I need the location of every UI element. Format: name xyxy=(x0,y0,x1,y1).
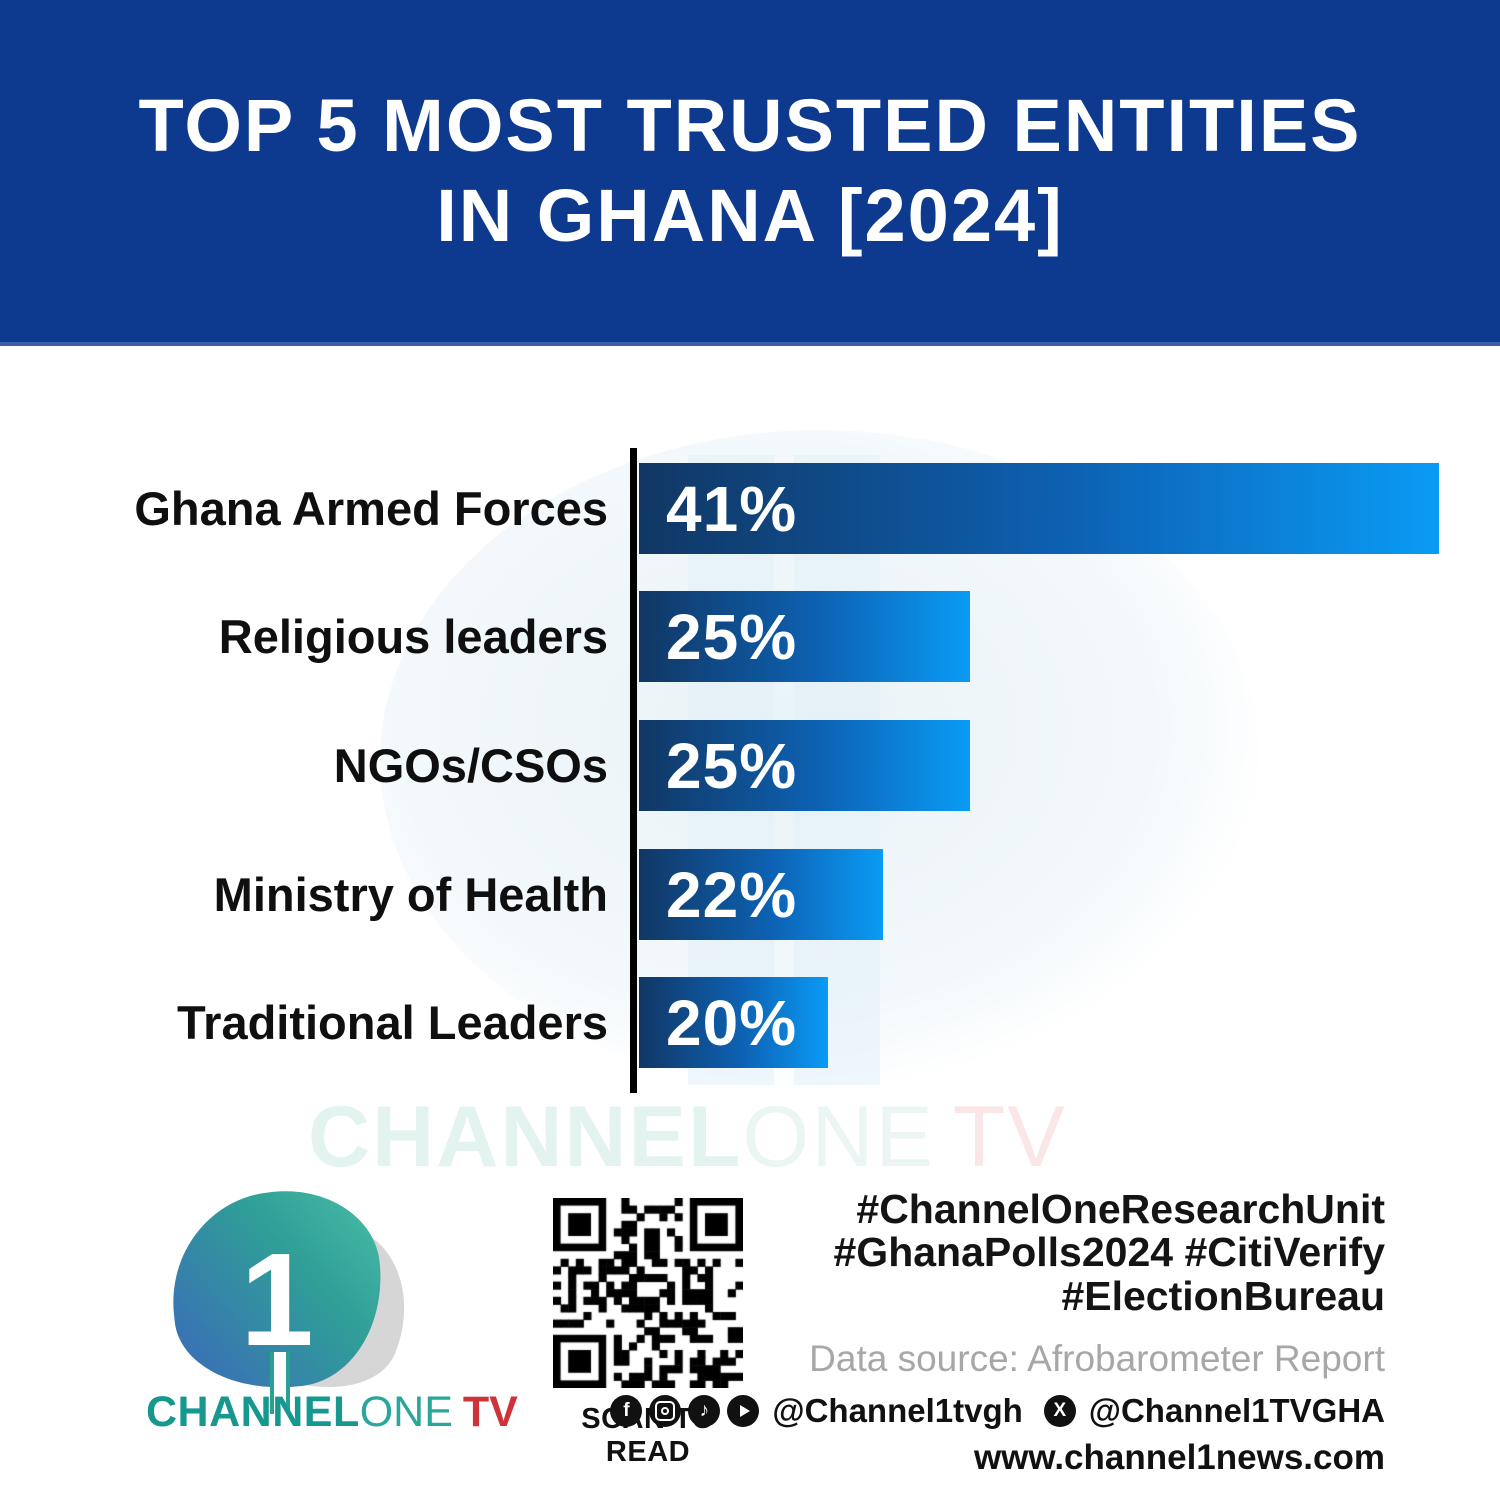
category-label: Ministry of Health xyxy=(213,868,608,921)
logo-wordmark: CHANNELONE TV xyxy=(146,1388,518,1437)
footer-right-column: #ChannelOneResearchUnit #GhanaPolls2024 … xyxy=(610,1186,1386,1478)
tiktok-icon: ♪ xyxy=(688,1395,721,1428)
watermark-brand-text: CHANNELONE TV xyxy=(308,1088,1067,1187)
hashtag-line: #GhanaPolls2024 #CitiVerify xyxy=(833,1229,1386,1276)
bar-ministry-of-health: 22% xyxy=(639,849,883,940)
qr-block: SCAN TO READ xyxy=(553,1198,743,1469)
chart-row: Ministry of Health 22% xyxy=(0,849,1500,940)
website-url: www.channel1news.com xyxy=(973,1438,1385,1478)
hashtag-line: #ElectionBureau xyxy=(1061,1272,1385,1319)
social-handle-x: @Channel1TVGHA xyxy=(1088,1392,1385,1430)
category-label: NGOs/CSOs xyxy=(333,739,608,792)
logo-one-stem xyxy=(270,1352,290,1414)
page-title: TOP 5 MOST TRUSTED ENTITIES IN GHANA [20… xyxy=(138,81,1361,262)
channel-one-logo: 1 CHANNELONE TV xyxy=(146,1181,518,1452)
hashtag-line: #ChannelOneResearchUnit xyxy=(856,1186,1385,1232)
wordmark-channel: CHANNEL xyxy=(146,1388,360,1436)
watermark-channel: CHANNEL xyxy=(308,1089,743,1185)
social-row: f ♪ @Channel1tvgh X @Channel1TVGHA xyxy=(610,1392,1385,1430)
social-handle-main: @Channel1tvgh xyxy=(772,1392,1023,1430)
chart-axis xyxy=(630,448,637,1093)
bar-value-label: 25% xyxy=(666,729,798,802)
bar-traditional-leaders: 20% xyxy=(639,977,828,1068)
wordmark-tv: TV xyxy=(462,1388,518,1436)
hashtags-block: #ChannelOneResearchUnit #GhanaPolls2024 … xyxy=(610,1186,1386,1319)
bar-ghana-armed-forces: 41% xyxy=(639,463,1439,554)
qr-code xyxy=(553,1198,743,1388)
bar-ngos-csos: 25% xyxy=(639,720,970,811)
bar-value-label: 20% xyxy=(666,986,798,1059)
category-label: Traditional Leaders xyxy=(177,996,608,1049)
bar-value-label: 41% xyxy=(666,472,798,545)
chart-row: Ghana Armed Forces 41% xyxy=(0,463,1500,554)
title-line-1: TOP 5 MOST TRUSTED ENTITIES xyxy=(138,83,1362,167)
category-label: Ghana Armed Forces xyxy=(134,482,608,535)
chart-row: Traditional Leaders 20% xyxy=(0,977,1500,1068)
chart-row: Religious leaders 25% xyxy=(0,591,1500,682)
chart-row: NGOs/CSOs 25% xyxy=(0,720,1500,811)
x-icon: X xyxy=(1043,1395,1076,1428)
wordmark-one: ONE xyxy=(359,1388,453,1436)
bar-value-label: 22% xyxy=(666,858,798,931)
bar-value-label: 25% xyxy=(666,600,798,673)
logo-one-glyph: 1 xyxy=(240,1226,314,1373)
youtube-icon xyxy=(727,1395,760,1428)
watermark-one: ONE xyxy=(742,1089,935,1185)
data-source-note: Data source: Afrobarometer Report xyxy=(809,1338,1385,1380)
bar-religious-leaders: 25% xyxy=(639,591,970,682)
category-label: Religious leaders xyxy=(218,610,608,663)
facebook-icon: f xyxy=(610,1395,643,1428)
header-banner: TOP 5 MOST TRUSTED ENTITIES IN GHANA [20… xyxy=(0,0,1500,346)
instagram-icon xyxy=(649,1395,682,1428)
title-line-2: IN GHANA [2024] xyxy=(436,174,1064,257)
watermark-tv: TV xyxy=(952,1089,1067,1185)
